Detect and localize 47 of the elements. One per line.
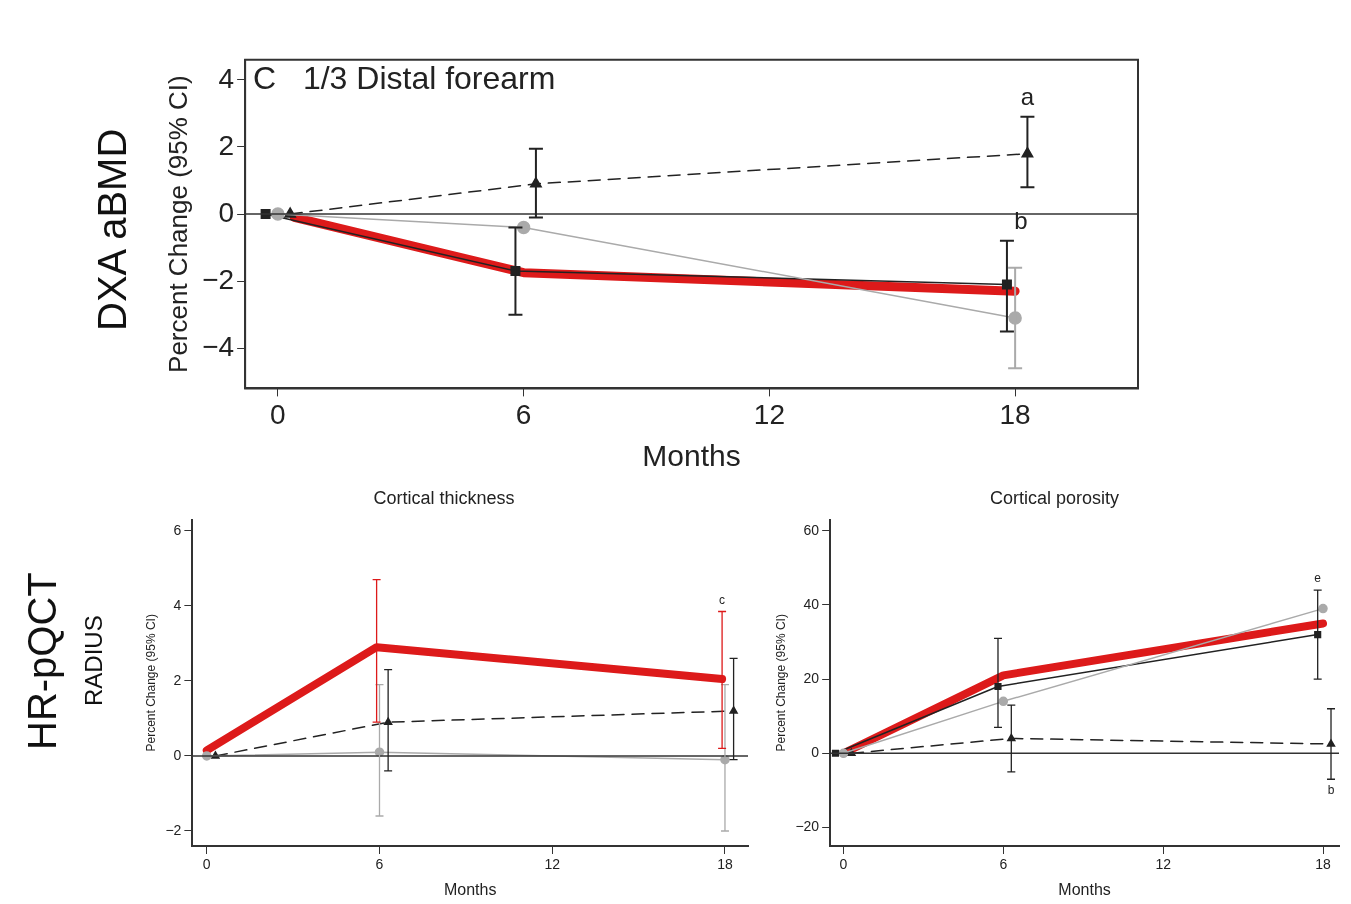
y-axis-title: Percent Change (95% CI) bbox=[162, 75, 193, 373]
y-axis-title: Percent Change (95% CI) bbox=[143, 614, 158, 752]
x-tick-label: 0 bbox=[839, 856, 848, 873]
annotation: c bbox=[719, 592, 726, 607]
x-tick-label: 12 bbox=[753, 398, 785, 430]
y-tick-label: 20 bbox=[803, 669, 820, 686]
x-axis-title: Months bbox=[642, 439, 741, 473]
y-tick-label: 60 bbox=[803, 521, 820, 538]
annotation: e bbox=[1314, 571, 1322, 586]
y-tick-label: −20 bbox=[795, 818, 820, 835]
y-axis-title: Percent Change (95% CI) bbox=[773, 614, 788, 752]
y-tick-label: 6 bbox=[173, 521, 182, 538]
point bbox=[516, 220, 531, 235]
text: RADIUS bbox=[80, 614, 108, 709]
y-tick-label: −2 bbox=[202, 263, 235, 295]
x-tick-label: 18 bbox=[717, 856, 733, 873]
chart-title: Cortical thickness bbox=[373, 487, 515, 508]
y-tick-label: 0 bbox=[811, 744, 820, 761]
y-tick-label: 0 bbox=[173, 746, 182, 763]
x-tick-label: 6 bbox=[515, 398, 532, 430]
point bbox=[729, 706, 738, 714]
point bbox=[1318, 603, 1328, 614]
y-tick-label: −4 bbox=[202, 330, 235, 362]
point bbox=[998, 696, 1009, 707]
x-tick-label: 18 bbox=[1315, 856, 1332, 873]
annotation: b bbox=[1327, 782, 1335, 797]
x-tick-label: 12 bbox=[544, 856, 561, 873]
chart-title: Cortical porosity bbox=[989, 487, 1120, 508]
y-tick-label: 4 bbox=[173, 596, 182, 613]
y-tick-label: 40 bbox=[803, 595, 820, 612]
x-tick-label: 12 bbox=[1155, 856, 1172, 873]
x-tick-label: 6 bbox=[375, 856, 384, 873]
chart-title: C 1/3 Distal forearm bbox=[253, 59, 556, 96]
y-tick-label: 2 bbox=[218, 129, 235, 161]
y-tick-label: 0 bbox=[218, 196, 235, 228]
y-tick-label: 4 bbox=[218, 62, 235, 94]
x-axis-title: Months bbox=[1058, 880, 1111, 898]
y-tick-label: −2 bbox=[165, 821, 182, 838]
y-tick-label: 2 bbox=[173, 671, 182, 688]
x-tick-label: 0 bbox=[270, 398, 286, 430]
x-tick-label: 6 bbox=[999, 856, 1008, 873]
text: DXA aBMD bbox=[90, 127, 135, 334]
x-tick-label: 18 bbox=[999, 398, 1031, 430]
x-axis-title: Months bbox=[443, 880, 497, 898]
text: HR-pQCT bbox=[20, 571, 65, 752]
annotation: a bbox=[1020, 83, 1035, 111]
annotation: b bbox=[1014, 207, 1028, 235]
